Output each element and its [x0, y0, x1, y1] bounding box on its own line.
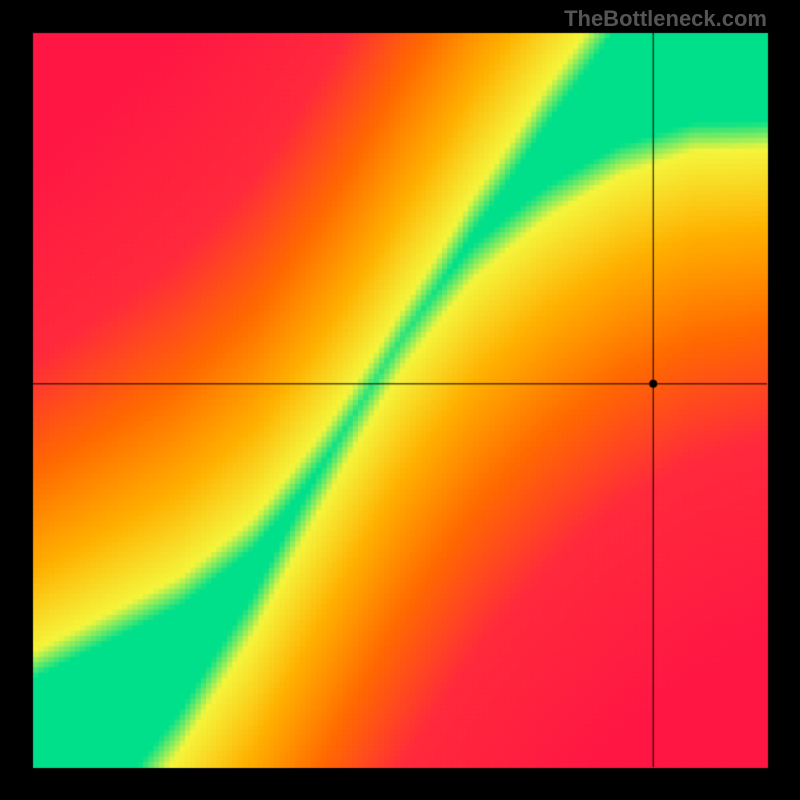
- chart-container: TheBottleneck.com: [0, 0, 800, 800]
- bottleneck-heatmap: [0, 0, 800, 800]
- watermark-text: TheBottleneck.com: [564, 6, 767, 32]
